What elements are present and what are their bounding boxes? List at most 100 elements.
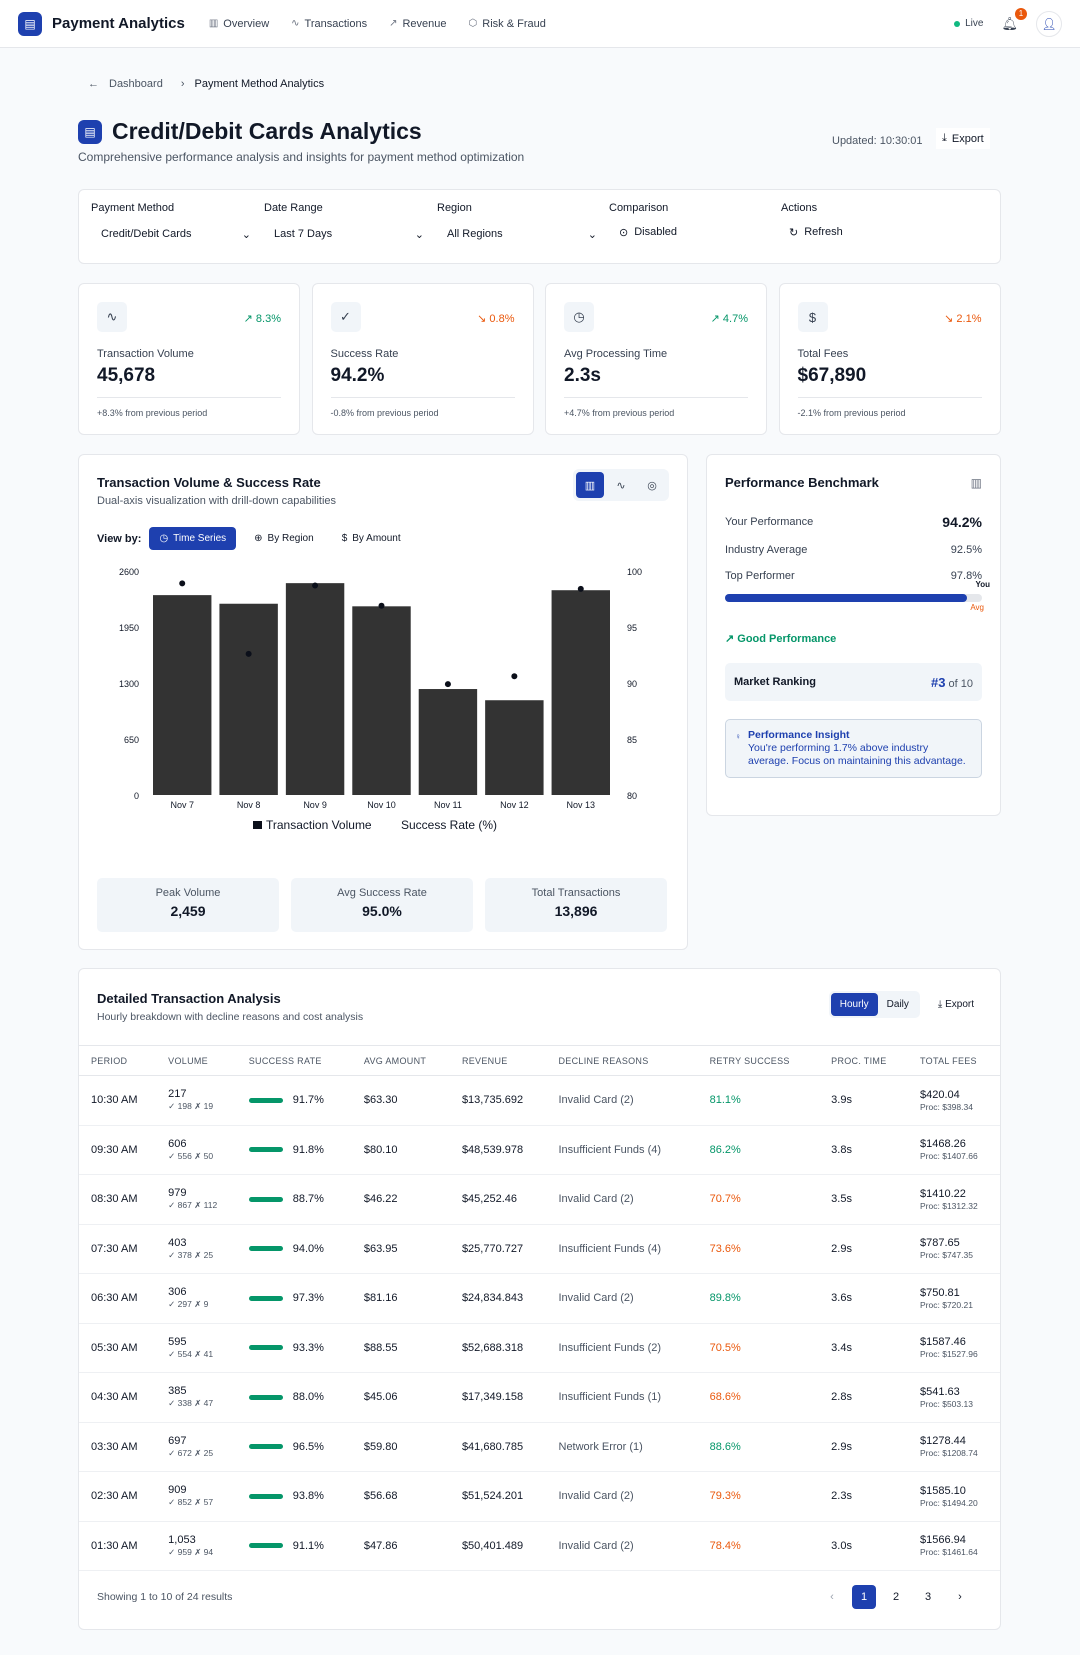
table-row[interactable]: 09:30 AM 606 ✓ 556 ✗ 50 91.8% $80.10 $48,539.… — [79, 1125, 1000, 1175]
volume-breakdown: ✓ 338 ✗ 47 — [168, 1398, 214, 1409]
view-by-label: View by: — [97, 532, 142, 545]
success-rate-bar — [248, 1295, 283, 1301]
success-rate: 94.0% — [292, 1242, 324, 1255]
nav-revenue[interactable]: ↗ Revenue — [389, 18, 446, 30]
table-row[interactable]: 07:30 AM 403 ✓ 378 ✗ 25 94.0% $63.95 $25,770.… — [79, 1224, 1000, 1274]
chevron-right-icon: › — [180, 78, 185, 90]
table-row[interactable]: 05:30 AM 595 ✓ 554 ✗ 41 93.3% $88.55 $52,688.… — [79, 1323, 1000, 1373]
decline-cell: Invalid Card (2) — [546, 1521, 698, 1571]
stat-value: 13,896 — [554, 903, 598, 919]
fees-cell: $420.04 Proc: $398.34 — [908, 1075, 1000, 1126]
hourly-toggle[interactable]: Hourly — [830, 993, 878, 1016]
toggle-icon: ⊙ — [619, 227, 629, 239]
revenue: $17,349.158 — [461, 1391, 524, 1404]
proc-fees: Proc: $747.35 — [920, 1250, 973, 1261]
comparison-toggle[interactable]: ⊙ Disabled — [609, 226, 769, 239]
avg-amount: $88.55 — [363, 1341, 398, 1354]
volume: 595 — [168, 1335, 187, 1348]
notification-badge: 1 — [1015, 7, 1027, 20]
proc-fees: Proc: $503.13 — [920, 1398, 973, 1409]
export-button[interactable]: ⤓ Export — [936, 128, 990, 149]
table-row[interactable]: 08:30 AM 979 ✓ 867 ✗ 112 88.7% $46.22 $45,252… — [79, 1174, 1000, 1225]
decline-cell: Network Error (1) — [546, 1422, 698, 1472]
legend-volume-swatch — [253, 821, 262, 829]
success-rate-bar — [248, 1394, 283, 1400]
avg-amount: $56.68 — [363, 1490, 398, 1503]
stat-card: Avg Success Rate 95.0% — [291, 878, 473, 932]
live-status: Live — [954, 18, 983, 29]
daily-toggle[interactable]: Daily — [886, 999, 909, 1010]
stat-label: Total Transactions — [531, 887, 621, 899]
view-by-region[interactable]: ⊕ By Region — [244, 527, 324, 550]
insight-text: You're performing 1.7% above industry av… — [748, 742, 966, 767]
fees-cell: $1468.26 Proc: $1407.66 — [908, 1125, 1000, 1175]
line-chart-icon[interactable]: ∿ — [616, 479, 626, 492]
decline-cell: Invalid Card (2) — [546, 1273, 698, 1324]
bell-icon[interactable]: 🔔︎ 1 — [1001, 7, 1027, 32]
user-avatar[interactable]: 👤︎ — [1036, 10, 1062, 37]
y-left-tick: 1300 — [119, 679, 139, 689]
table-row[interactable]: 02:30 AM 909 ✓ 852 ✗ 57 93.8% $56.68 $51,524.… — [79, 1471, 1000, 1522]
table-row[interactable]: 04:30 AM 385 ✓ 338 ✗ 47 88.0% $45.06 $17,349.… — [79, 1372, 1000, 1423]
chevron-down-icon: ⌄ — [414, 229, 424, 241]
nav-risk-fraud[interactable]: ⬡ Risk & Fraud — [469, 18, 546, 30]
nav-transactions[interactable]: ∿ Transactions — [291, 18, 367, 30]
fees-cell: $750.81 Proc: $720.21 — [908, 1273, 1000, 1324]
table-row[interactable]: 01:30 AM 1,053 ✓ 959 ✗ 94 91.1% $47.86 $50,40… — [79, 1521, 1000, 1571]
y-left-tick: 0 — [134, 791, 139, 801]
volume: 306 — [168, 1286, 187, 1299]
breadcrumb-dashboard[interactable]: Dashboard — [109, 78, 163, 90]
refresh-button[interactable]: ↻ Refresh — [781, 226, 941, 239]
fees-cell: $541.63 Proc: $503.13 — [908, 1372, 1000, 1423]
prev-page-button[interactable]: ‹ — [830, 1591, 834, 1603]
view-by-amount[interactable]: $ By Amount — [332, 527, 411, 550]
column-header: TOTAL FEES — [908, 1045, 1000, 1076]
next-page-button[interactable]: › — [958, 1591, 962, 1603]
retry-cell: 79.3% — [697, 1471, 820, 1522]
volume: 403 — [168, 1236, 187, 1249]
retry-success: 78.4% — [709, 1539, 741, 1552]
volume-breakdown: ✓ 852 ✗ 57 — [168, 1497, 214, 1508]
filter-select[interactable]: All Regions ⌄ — [437, 228, 597, 241]
table-row[interactable]: 03:30 AM 697 ✓ 672 ✗ 25 96.5% $59.80 $41,680.… — [79, 1422, 1000, 1472]
volume-cell: 306 ✓ 297 ✗ 9 — [156, 1273, 237, 1324]
success-rate-cell: 91.1% — [236, 1521, 352, 1571]
nav-overview[interactable]: ▥ Overview — [209, 18, 269, 30]
filter-value: All Regions — [447, 228, 503, 240]
check-circle-icon[interactable]: ◎ — [647, 479, 657, 492]
decline-reason: Insufficient Funds (4) — [558, 1242, 662, 1255]
bar-chart-icon[interactable]: ▥ — [576, 472, 604, 498]
proc-fees: Proc: $1407.66 — [920, 1151, 978, 1162]
table-row[interactable]: 06:30 AM 306 ✓ 297 ✗ 9 97.3% $81.16 $24,834.8… — [79, 1273, 1000, 1324]
success-rate-point — [444, 681, 451, 688]
page-button[interactable]: 3 — [924, 1591, 932, 1603]
retry-cell: 68.6% — [697, 1372, 820, 1423]
fees-cell: $1585.10 Proc: $1494.20 — [908, 1471, 1000, 1522]
revenue-cell: $41,680.785 — [449, 1422, 547, 1472]
proc-time-cell: 2.8s — [819, 1372, 909, 1423]
proc-fees: Proc: $1527.96 — [920, 1349, 978, 1360]
kpi-change-value: 4.7% — [722, 313, 748, 325]
industry-average-value: 92.5% — [950, 544, 982, 556]
filter-select[interactable]: Credit/Debit Cards ⌄ — [91, 228, 251, 241]
filter-label: Comparison — [609, 202, 669, 214]
period-cell: 04:30 AM — [79, 1372, 157, 1423]
performance-insight: ♀ Performance Insight You're performing 1.… — [725, 719, 982, 778]
filter-comparison: Comparison ⊙ Disabled — [609, 202, 769, 239]
kpi-change: ↘ 0.8% — [477, 312, 514, 325]
success-rate-cell: 91.7% — [236, 1075, 352, 1126]
revenue: $24,834.843 — [461, 1292, 524, 1305]
view-time-series[interactable]: ◷ Time Series — [149, 527, 237, 550]
kpi-card: $ ↘ 2.1% Total Fees $67,890 -2.1% from previ… — [778, 283, 1001, 435]
page-button[interactable]: 2 — [892, 1591, 900, 1603]
updated-time: Updated: 10:30:01 — [832, 135, 923, 147]
table-export-button[interactable]: ⤓ Export — [930, 999, 982, 1010]
retry-cell: 86.2% — [697, 1125, 820, 1175]
table-row[interactable]: 10:30 AM 217 ✓ 198 ✗ 19 91.7% $63.30 $13,735.… — [79, 1075, 1000, 1126]
y-left-tick: 1950 — [119, 623, 139, 633]
filter-select[interactable]: Last 7 Days ⌄ — [264, 228, 424, 241]
proc-time-cell: 3.5s — [819, 1174, 909, 1225]
kpi-value: 45,678 — [97, 365, 156, 386]
filter-value: Refresh — [804, 226, 843, 238]
page-button[interactable]: 1 — [852, 1585, 876, 1609]
